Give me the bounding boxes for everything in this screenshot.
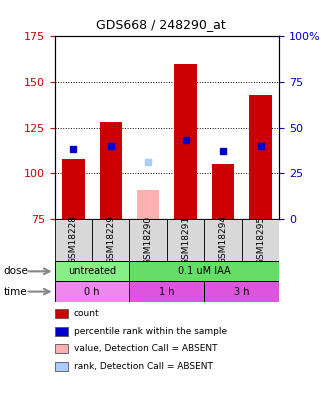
Bar xyxy=(167,219,204,261)
Text: GSM18229: GSM18229 xyxy=(106,215,115,264)
Text: 1 h: 1 h xyxy=(159,287,175,296)
Text: rank, Detection Call = ABSENT: rank, Detection Call = ABSENT xyxy=(74,362,213,371)
Text: untreated: untreated xyxy=(68,266,116,276)
Bar xyxy=(204,219,242,261)
Text: GSM18290: GSM18290 xyxy=(144,215,153,264)
Text: percentile rank within the sample: percentile rank within the sample xyxy=(74,327,227,336)
Bar xyxy=(100,122,122,219)
Text: time: time xyxy=(3,287,27,296)
Bar xyxy=(212,164,234,219)
Text: 3 h: 3 h xyxy=(234,287,249,296)
Bar xyxy=(204,281,279,302)
Bar xyxy=(137,190,160,219)
Bar xyxy=(242,219,279,261)
Bar xyxy=(249,95,272,219)
Text: GSM18228: GSM18228 xyxy=(69,215,78,264)
Text: GSM18294: GSM18294 xyxy=(219,215,228,264)
Bar xyxy=(92,219,129,261)
Text: GSM18295: GSM18295 xyxy=(256,215,265,264)
Bar xyxy=(55,281,129,302)
Text: GSM18291: GSM18291 xyxy=(181,215,190,264)
Bar xyxy=(62,159,84,219)
Text: value, Detection Call = ABSENT: value, Detection Call = ABSENT xyxy=(74,344,217,353)
Bar xyxy=(129,281,204,302)
Text: count: count xyxy=(74,309,100,318)
Text: 0.1 uM IAA: 0.1 uM IAA xyxy=(178,266,231,276)
Text: GDS668 / 248290_at: GDS668 / 248290_at xyxy=(96,18,225,31)
Text: 0 h: 0 h xyxy=(84,287,100,296)
Bar xyxy=(55,219,92,261)
Bar xyxy=(55,261,129,281)
Bar xyxy=(174,64,197,219)
Bar xyxy=(129,219,167,261)
Bar xyxy=(129,261,279,281)
Text: dose: dose xyxy=(3,266,28,276)
